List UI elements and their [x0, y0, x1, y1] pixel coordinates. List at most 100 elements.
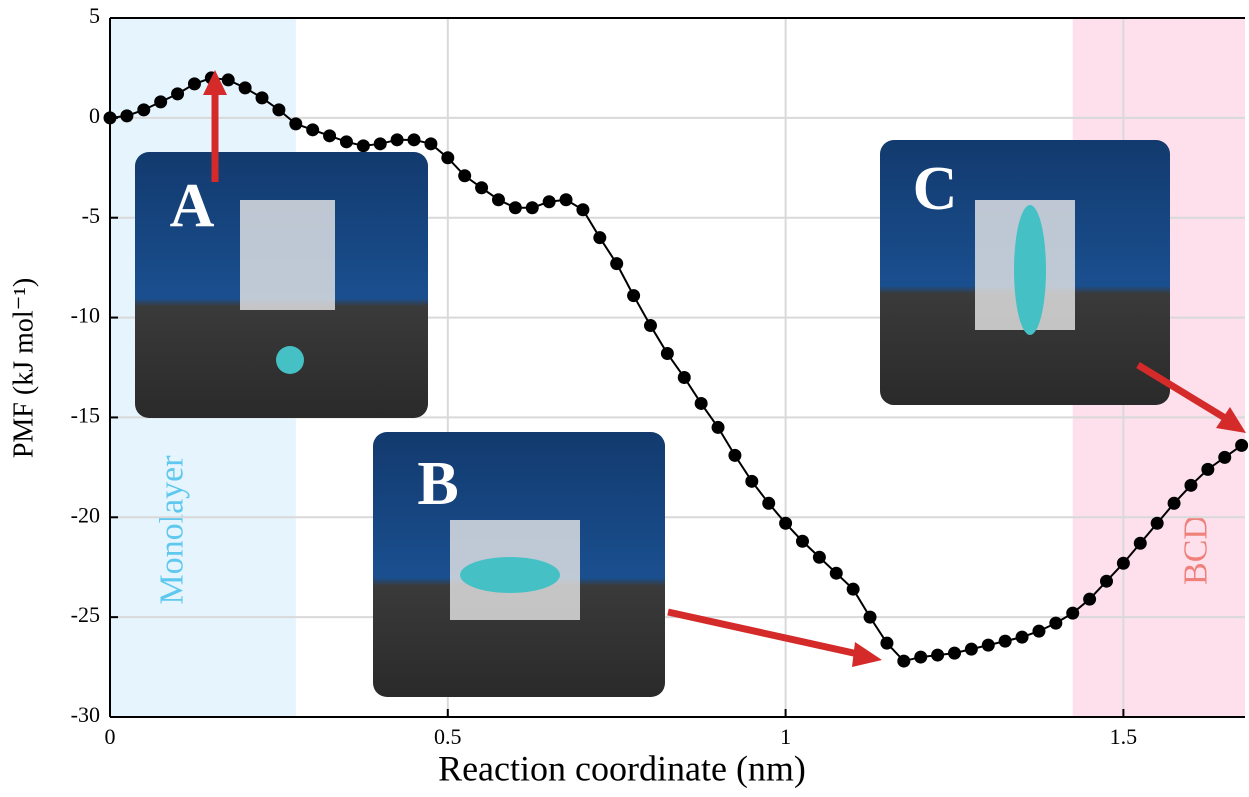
inset-a: A [135, 152, 428, 418]
guest [460, 557, 560, 593]
data-point [627, 289, 641, 303]
data-point [289, 117, 303, 131]
data-point [1133, 536, 1147, 550]
arrows [203, 70, 1246, 667]
y-tick-label: -30 [71, 702, 100, 727]
data-point [863, 610, 877, 624]
guest [1014, 205, 1046, 335]
x-tick-label: 1 [780, 724, 791, 749]
y-tick-label: 5 [89, 3, 100, 28]
data-point [373, 137, 387, 151]
data-point [880, 636, 894, 650]
data-point [947, 646, 961, 660]
inset-c: C [880, 140, 1170, 405]
data-point [643, 319, 657, 333]
data-point [677, 370, 691, 384]
data-point [491, 193, 505, 207]
y-tick-label: -15 [71, 402, 100, 427]
data-point [593, 231, 607, 245]
data-point [187, 77, 201, 91]
data-point [1116, 556, 1130, 570]
data-point [542, 195, 556, 209]
data-point [1167, 496, 1181, 510]
data-point [103, 111, 117, 125]
data-point [610, 257, 624, 271]
data-point [931, 648, 945, 662]
data-point [137, 103, 151, 117]
x-axis-label: Reaction coordinate (nm) [438, 748, 806, 788]
y-tick-label: 0 [89, 103, 100, 128]
x-tick-label: 0 [105, 724, 116, 749]
region-label: Monolayer [154, 455, 191, 605]
data-point [1083, 592, 1097, 606]
data-point [356, 139, 370, 153]
data-point [964, 642, 978, 656]
data-point [914, 650, 928, 664]
data-point [998, 634, 1012, 648]
y-axis-label: PMF (kJ mol⁻¹) [8, 278, 39, 458]
y-tick-label: -10 [71, 303, 100, 328]
x-tick-label: 1.5 [1110, 724, 1138, 749]
data-point [323, 129, 337, 143]
y-tick-label: -5 [82, 203, 100, 228]
data-point [559, 193, 573, 207]
data-point [525, 201, 539, 215]
data-point [458, 169, 472, 183]
inset-label: A [170, 172, 215, 240]
data-point [1150, 516, 1164, 530]
data-point [255, 91, 269, 105]
data-point [171, 87, 185, 101]
arrow-head [852, 642, 882, 667]
data-point [221, 73, 235, 87]
region-label: BCD [1178, 515, 1215, 585]
arrow [1136, 362, 1227, 421]
data-point [711, 420, 725, 434]
data-point [475, 181, 489, 195]
data-point [1184, 478, 1198, 492]
data-point [1049, 616, 1063, 630]
data-point [728, 448, 742, 462]
data-point [1032, 624, 1046, 638]
data-point [1235, 438, 1249, 452]
data-point [272, 103, 286, 117]
data-point [795, 534, 809, 548]
data-point [660, 347, 674, 361]
arrow [667, 608, 859, 658]
data-point [981, 638, 995, 652]
inset-label: B [417, 450, 458, 518]
data-point [1066, 606, 1080, 620]
data-point [897, 654, 911, 668]
data-point [1218, 450, 1232, 464]
data-point [441, 151, 455, 165]
molecule [240, 200, 335, 310]
arrow-head [1216, 407, 1246, 433]
data-point [339, 135, 353, 149]
data-point [120, 109, 134, 123]
data-point [829, 566, 843, 580]
data-point [306, 123, 320, 137]
inset-b: B [373, 432, 665, 697]
data-point [238, 81, 252, 95]
data-point [576, 203, 590, 217]
data-point [779, 516, 793, 530]
data-point [812, 550, 826, 564]
y-tick-label: -20 [71, 502, 100, 527]
x-tick-label: 0.5 [434, 724, 462, 749]
data-point [407, 133, 421, 147]
data-point [745, 474, 759, 488]
data-point [154, 95, 168, 109]
inset-label: C [913, 155, 958, 223]
data-point [1100, 574, 1114, 588]
data-point [424, 137, 438, 151]
guest [276, 346, 304, 374]
data-point [1201, 462, 1215, 476]
data-point [508, 201, 522, 215]
data-point [694, 396, 708, 410]
y-tick-label: -25 [71, 602, 100, 627]
data-point [1015, 630, 1029, 644]
arrow-head [203, 70, 227, 95]
data-point [846, 582, 860, 596]
data-point [762, 496, 776, 510]
data-point [390, 133, 404, 147]
